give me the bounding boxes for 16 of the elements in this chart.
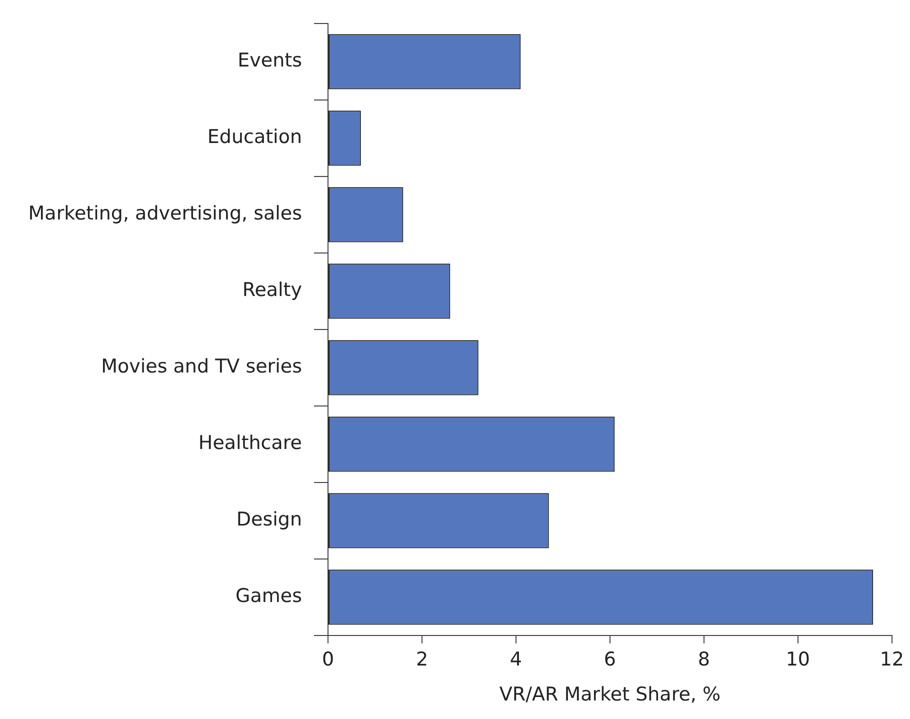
y-tick-label: Games bbox=[236, 585, 302, 608]
x-tick-label: 8 bbox=[698, 648, 710, 671]
x-tick-label: 4 bbox=[510, 648, 522, 671]
x-tick-label: 12 bbox=[880, 648, 904, 671]
y-tick-label: Healthcare bbox=[198, 432, 302, 454]
x-tick-label: 10 bbox=[786, 648, 810, 671]
y-tick-label: Design bbox=[236, 508, 302, 531]
y-tick-label: Education bbox=[207, 126, 302, 148]
x-tick-label: 2 bbox=[416, 648, 428, 671]
x-axis-title: VR/AR Market Share, % bbox=[499, 684, 721, 706]
y-tick-label: Movies and TV series bbox=[101, 356, 302, 378]
y-tick-label: Realty bbox=[242, 279, 302, 302]
x-tick-label: 6 bbox=[604, 648, 616, 671]
x-tick-label: 0 bbox=[322, 648, 334, 671]
y-tick-label: Events bbox=[238, 50, 302, 72]
y-tick-label: Marketing, advertising, sales bbox=[28, 202, 302, 225]
